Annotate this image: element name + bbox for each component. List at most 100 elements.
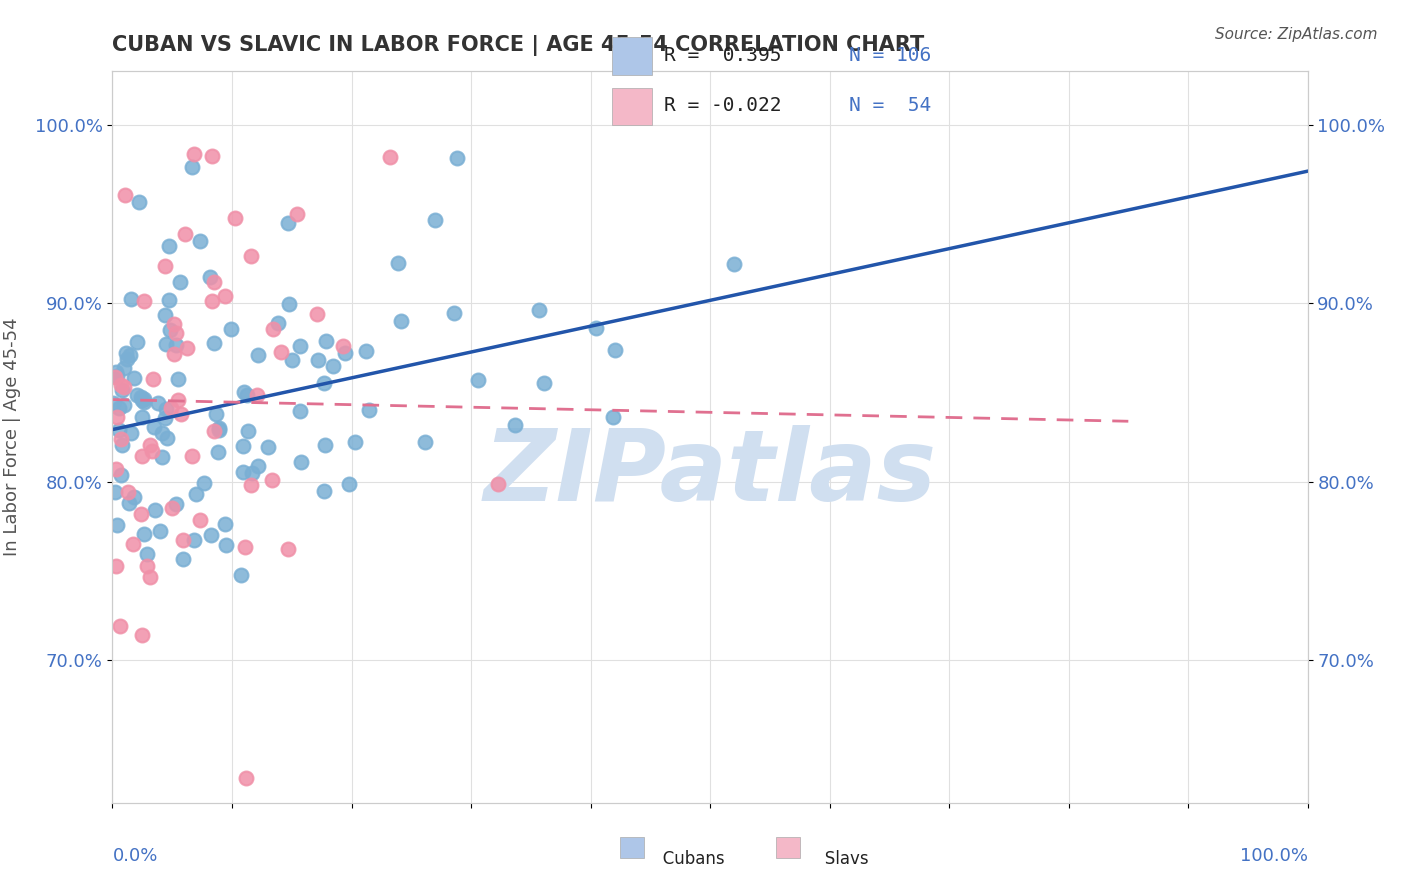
Point xyxy=(585,321,607,335)
Point xyxy=(247,458,270,473)
Point xyxy=(107,368,129,383)
Point xyxy=(307,353,329,368)
Text: N =  54: N = 54 xyxy=(849,96,931,115)
Point xyxy=(131,392,153,407)
Text: R = -0.022: R = -0.022 xyxy=(664,96,782,115)
Point xyxy=(290,455,312,469)
Point xyxy=(105,365,128,379)
Point xyxy=(333,345,356,359)
Point xyxy=(135,547,157,561)
Point xyxy=(181,160,204,174)
Text: 100.0%: 100.0% xyxy=(1240,847,1308,864)
Point xyxy=(153,308,176,322)
Point xyxy=(184,486,207,500)
Point xyxy=(121,536,143,550)
Point xyxy=(503,418,526,433)
Point xyxy=(246,348,269,362)
Point xyxy=(118,496,141,510)
Point xyxy=(198,270,221,285)
Point xyxy=(110,468,132,483)
Point xyxy=(167,392,190,407)
Point xyxy=(159,401,181,415)
Point xyxy=(339,476,361,491)
Point xyxy=(153,259,176,273)
Point xyxy=(288,339,311,353)
Point xyxy=(277,216,299,230)
Point xyxy=(150,450,173,464)
Point xyxy=(277,542,299,557)
Point xyxy=(314,438,336,452)
Point xyxy=(183,147,205,161)
Point xyxy=(108,424,131,438)
FancyBboxPatch shape xyxy=(613,37,652,75)
Point xyxy=(188,513,211,527)
Point xyxy=(188,234,211,248)
Point xyxy=(173,227,195,241)
Point xyxy=(120,425,142,440)
Point xyxy=(262,322,284,336)
Bar xyxy=(776,838,800,858)
Point xyxy=(257,440,280,454)
Point xyxy=(104,485,127,500)
Point xyxy=(278,297,301,311)
Point xyxy=(165,326,187,340)
Point xyxy=(120,348,142,362)
Point xyxy=(207,445,229,459)
Point xyxy=(142,372,165,386)
Point xyxy=(202,424,225,438)
Point xyxy=(165,338,187,352)
Point xyxy=(723,257,745,271)
Point xyxy=(312,484,335,499)
Point xyxy=(233,385,256,400)
Point xyxy=(115,351,138,366)
Point xyxy=(120,292,142,306)
Point xyxy=(240,477,263,491)
Point xyxy=(122,490,145,504)
Point xyxy=(162,501,184,516)
Point xyxy=(117,484,139,499)
Point xyxy=(242,467,264,481)
Point xyxy=(169,407,191,421)
Point xyxy=(527,303,550,318)
Text: Source: ZipAtlas.com: Source: ZipAtlas.com xyxy=(1215,27,1378,42)
Point xyxy=(141,444,163,458)
Point xyxy=(232,440,254,454)
Point xyxy=(104,369,127,384)
Point xyxy=(224,211,246,226)
Point xyxy=(105,518,128,533)
Point xyxy=(153,410,176,425)
Point xyxy=(378,150,401,164)
Point xyxy=(131,450,153,464)
Point xyxy=(354,344,377,359)
Point xyxy=(149,524,172,538)
Point xyxy=(240,249,263,263)
Point xyxy=(105,410,128,425)
Point xyxy=(129,390,152,404)
Point xyxy=(155,402,177,417)
Point xyxy=(112,379,135,393)
Point xyxy=(157,293,180,307)
Point xyxy=(131,410,153,425)
Point xyxy=(114,346,136,360)
Point xyxy=(215,538,238,552)
Point xyxy=(167,372,190,386)
Point xyxy=(280,353,302,368)
Point xyxy=(260,473,283,487)
Point xyxy=(288,404,311,418)
Point xyxy=(159,323,181,337)
Point xyxy=(104,462,127,476)
Point xyxy=(285,207,308,221)
Point xyxy=(111,384,134,398)
Y-axis label: In Labor Force | Age 45-54: In Labor Force | Age 45-54 xyxy=(3,318,21,557)
Point xyxy=(114,188,136,202)
Point xyxy=(425,213,447,227)
Point xyxy=(235,771,257,785)
Point xyxy=(602,410,624,425)
Point xyxy=(214,517,236,532)
Point xyxy=(205,407,228,421)
Point xyxy=(443,306,465,320)
Point xyxy=(267,316,290,330)
Point xyxy=(357,402,380,417)
Point xyxy=(322,359,344,373)
Point xyxy=(125,387,148,401)
